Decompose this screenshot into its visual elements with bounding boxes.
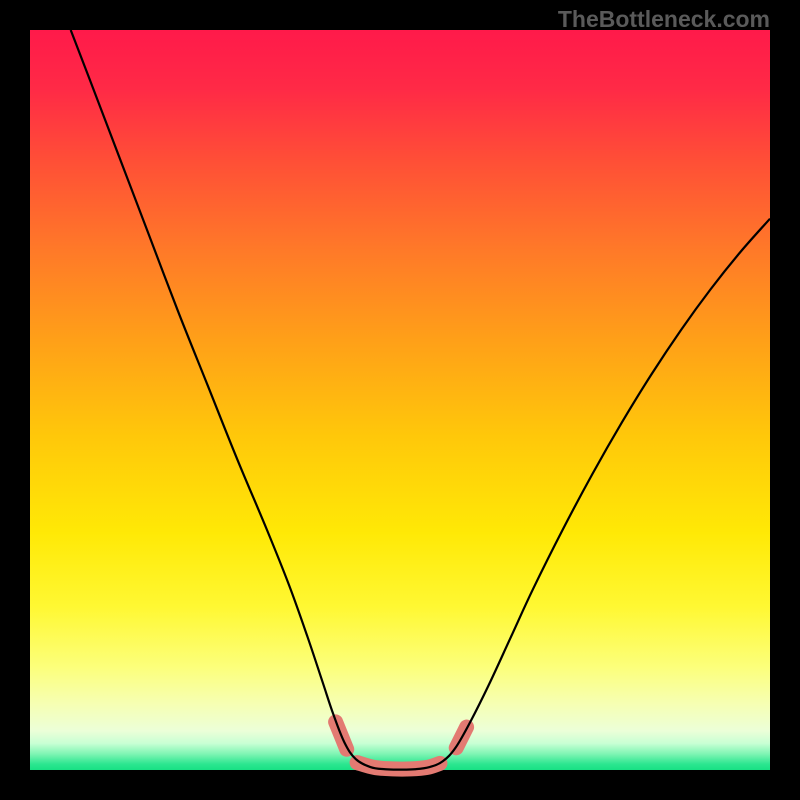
plot-area [30,30,770,770]
chart-svg [30,30,770,770]
bottleneck-curve [71,30,770,770]
watermark-text: TheBottleneck.com [558,6,770,33]
marker-highlight [336,722,467,769]
